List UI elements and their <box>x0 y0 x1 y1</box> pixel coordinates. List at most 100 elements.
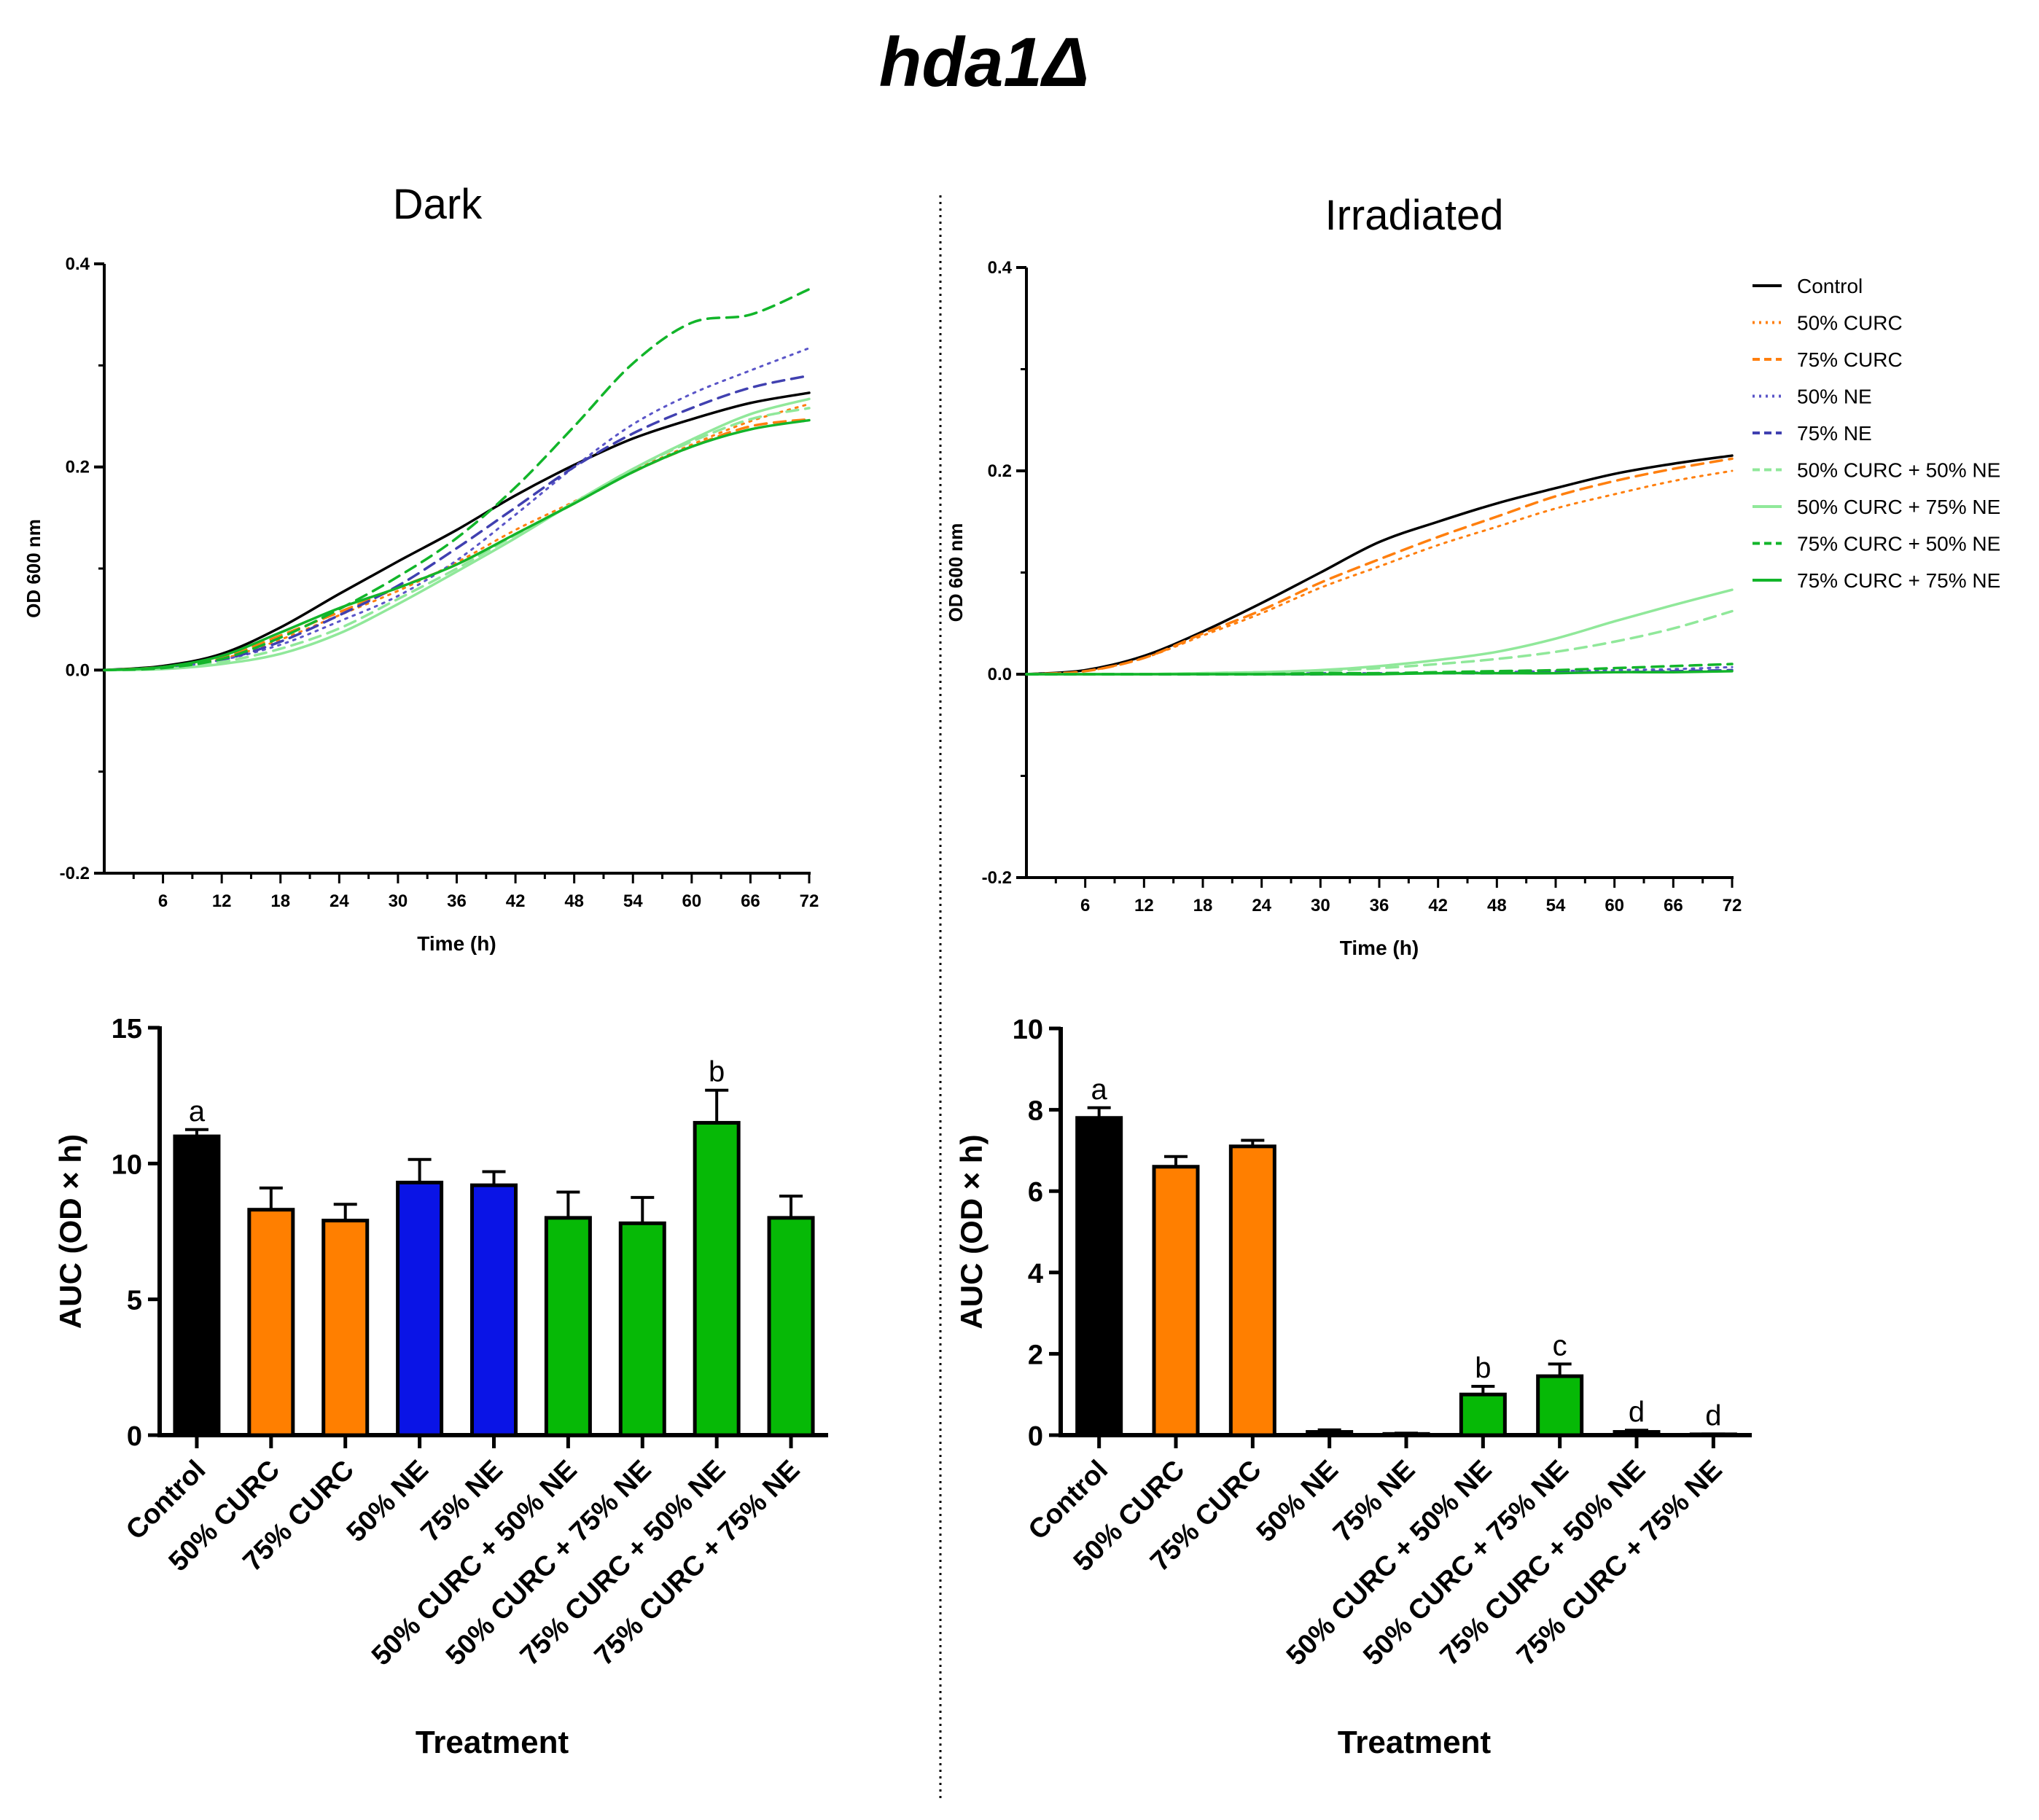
legend-label: 50% CURC + 75% NE <box>1797 496 2000 518</box>
figure-title: hda1Δ <box>879 23 1090 101</box>
series-line-75pct-curc-75pct-ne <box>1025 670 1734 676</box>
category-label: 50% NE <box>341 1455 434 1548</box>
y-tick-label: 6 <box>1028 1177 1043 1208</box>
bar-75pct-ne <box>470 1183 518 1437</box>
y-tick-label: 0.4 <box>988 258 1013 278</box>
series-line-50pct-ne <box>103 347 811 671</box>
series-line-75pct-curc <box>103 418 811 672</box>
x-tick-label: 60 <box>1605 896 1624 915</box>
x-axis-label: Treatment <box>1338 1725 1492 1760</box>
bar-75pct-ne <box>1382 1432 1430 1437</box>
x-tick-label: 30 <box>1311 896 1330 915</box>
bar-50pct-curc-50pct-ne <box>1459 1392 1507 1437</box>
bar-75pct-curc-50pct-ne <box>693 1120 741 1437</box>
y-tick-label: 10 <box>1013 1015 1043 1045</box>
bar-50pct-curc <box>1152 1165 1200 1437</box>
bar-75pct-curc-75pct-ne <box>1689 1432 1737 1437</box>
legend-label: 50% CURC + 50% NE <box>1797 459 2000 482</box>
legend: Control 50% CURC 75% CURC 50% NE 75% NE 50% C… <box>1753 275 2000 592</box>
legend-label: 50% CURC <box>1797 312 1903 335</box>
legend-item-50pct-curc-75pct-ne: 50% CURC + 75% NE <box>1753 496 2000 518</box>
chart-title: Irradiated <box>1325 192 1503 239</box>
x-tick-label: 60 <box>682 891 701 911</box>
legend-label: 75% CURC <box>1797 348 1903 371</box>
bar-50pct-curc <box>247 1208 295 1437</box>
legend-label: 50% NE <box>1797 386 1872 408</box>
x-tick-label: 12 <box>1134 896 1154 915</box>
series-line-75pct-curc-50pct-ne <box>103 288 811 672</box>
legend-item-75pct-curc-50pct-ne: 75% CURC + 50% NE <box>1753 533 2000 555</box>
x-tick-label: 36 <box>1370 896 1389 915</box>
bar-control <box>173 1134 221 1437</box>
x-tick-label: 12 <box>212 891 232 911</box>
y-tick-label: 0.0 <box>66 660 90 680</box>
x-tick-label: 18 <box>1193 896 1213 915</box>
x-tick-label: 6 <box>158 891 168 911</box>
legend-item-75pct-curc-75pct-ne: 75% CURC + 75% NE <box>1753 569 2000 592</box>
series-line-50pct-curc <box>103 402 811 671</box>
x-axis-label: Time (h) <box>417 932 496 955</box>
legend-label: 75% CURC + 75% NE <box>1797 569 2000 592</box>
y-tick-label: 2 <box>1028 1340 1043 1370</box>
x-tick-label: 54 <box>1546 896 1566 915</box>
y-tick-label: 0.0 <box>988 665 1012 684</box>
bar-75pct-curc-50pct-ne <box>1613 1430 1661 1437</box>
y-tick-label: 0.2 <box>988 461 1012 481</box>
x-axis-label: Time (h) <box>1340 937 1419 959</box>
x-tick-label: 42 <box>1428 896 1448 915</box>
series-line-75pct-ne <box>103 374 811 672</box>
series-line-50pct-curc-75pct-ne <box>103 397 811 672</box>
x-tick-label: 42 <box>506 891 526 911</box>
x-tick-label: 48 <box>1487 896 1507 915</box>
x-tick-label: 24 <box>330 891 349 911</box>
significance-letter: a <box>1091 1074 1108 1106</box>
significance-letter: b <box>1475 1352 1491 1384</box>
significance-letter: d <box>1705 1399 1721 1432</box>
bar-control <box>1075 1116 1123 1437</box>
significance-letter: b <box>709 1056 725 1088</box>
significance-letter: a <box>189 1095 206 1128</box>
y-tick-label: -0.2 <box>60 864 90 883</box>
x-tick-label: 66 <box>1664 896 1683 915</box>
y-tick-label: 15 <box>112 1014 142 1044</box>
y-tick-label: -0.2 <box>982 868 1012 888</box>
x-tick-label: 66 <box>741 891 760 911</box>
y-tick-label: 4 <box>1028 1259 1043 1289</box>
x-tick-label: 54 <box>623 891 643 911</box>
x-tick-label: 48 <box>564 891 584 911</box>
series-line-75pct-curc <box>1025 457 1734 676</box>
x-tick-label: 6 <box>1080 896 1090 915</box>
bar-50pct-ne <box>1306 1430 1354 1437</box>
series-line-50pct-curc <box>1025 469 1734 676</box>
bar-50pct-curc-75pct-ne <box>1536 1374 1584 1437</box>
x-tick-label: 72 <box>1723 896 1742 915</box>
bar-75pct-curc <box>1228 1144 1276 1437</box>
legend-item-control: Control <box>1753 275 1863 297</box>
legend-label: Control <box>1797 275 1863 297</box>
y-tick-label: 0 <box>1028 1421 1043 1452</box>
series-line-75pct-curc-75pct-ne <box>103 418 811 672</box>
y-axis-label: OD 600 nm <box>23 519 44 618</box>
y-tick-label: 0.4 <box>66 254 90 274</box>
category-label: 50% NE <box>1251 1455 1344 1548</box>
y-tick-label: 0.2 <box>66 458 90 477</box>
bar-50pct-curc-50pct-ne <box>544 1216 592 1437</box>
x-tick-label: 30 <box>389 891 408 911</box>
y-tick-label: 8 <box>1028 1096 1043 1127</box>
y-axis-label: AUC (OD × h) <box>954 1134 989 1329</box>
y-axis-label: OD 600 nm <box>945 523 967 622</box>
legend-item-50pct-curc-50pct-ne: 50% CURC + 50% NE <box>1753 459 2000 482</box>
legend-item-50pct-ne: 50% NE <box>1753 386 1872 408</box>
legend-label: 75% NE <box>1797 422 1872 445</box>
bar-75pct-curc-75pct-ne <box>767 1216 815 1437</box>
y-tick-label: 5 <box>127 1286 142 1316</box>
bar-50pct-ne <box>396 1180 444 1437</box>
legend-item-75pct-ne: 75% NE <box>1753 422 1872 445</box>
x-tick-label: 36 <box>447 891 467 911</box>
y-tick-label: 10 <box>112 1149 142 1180</box>
legend-item-50pct-curc: 50% CURC <box>1753 312 1903 335</box>
x-tick-label: 18 <box>270 891 290 911</box>
x-tick-label: 24 <box>1252 896 1271 915</box>
